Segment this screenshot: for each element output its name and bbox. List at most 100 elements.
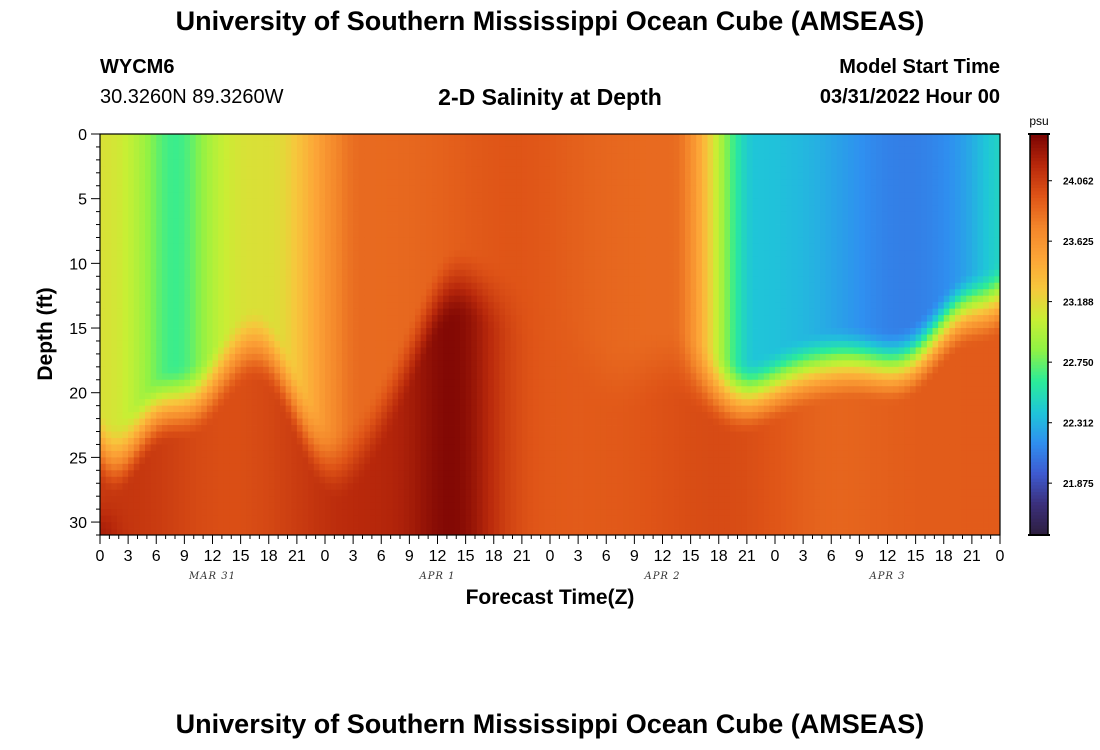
heatmap-cell	[156, 263, 163, 271]
heatmap-cell	[724, 224, 731, 232]
heatmap-cell	[797, 218, 804, 225]
heatmap-cell	[229, 231, 236, 238]
heatmap-cell	[831, 192, 838, 200]
heatmap-cell	[898, 237, 905, 245]
heatmap-cell	[572, 243, 579, 251]
heatmap-cell	[505, 153, 512, 161]
heatmap-cell	[578, 269, 585, 277]
heatmap-cell	[977, 172, 984, 180]
heatmap-cell	[206, 198, 213, 206]
heatmap-cell	[808, 321, 815, 329]
heatmap-cell	[640, 321, 647, 329]
heatmap-cell	[341, 140, 348, 148]
heatmap-cell	[426, 289, 433, 297]
heatmap-cell	[392, 153, 399, 161]
heatmap-cell	[133, 153, 140, 161]
heatmap-cell	[617, 198, 624, 206]
heatmap-cell	[780, 308, 787, 316]
heatmap-cell	[336, 166, 343, 174]
heatmap-cell	[938, 211, 945, 219]
heatmap-cell	[161, 153, 168, 161]
heatmap-cell	[167, 315, 174, 322]
heatmap-cell	[842, 166, 849, 174]
heatmap-cell	[330, 295, 337, 303]
heatmap-cell	[561, 172, 568, 180]
heatmap-cell	[640, 237, 647, 245]
heatmap-cell	[550, 224, 557, 232]
heatmap-cell	[268, 276, 275, 284]
heatmap-cell	[898, 276, 905, 284]
heatmap-cell	[482, 302, 489, 310]
heatmap-cell	[803, 140, 810, 148]
heatmap-cell	[780, 315, 787, 322]
heatmap-cell	[325, 211, 332, 219]
heatmap-cell	[364, 243, 371, 251]
heatmap-cell	[634, 134, 641, 141]
heatmap-cell	[960, 302, 967, 310]
heatmap-cell	[988, 159, 995, 167]
heatmap-cell	[516, 250, 523, 258]
heatmap-cell	[752, 218, 759, 225]
heatmap-cell	[527, 328, 534, 335]
heatmap-cell	[561, 218, 568, 225]
heatmap-cell	[634, 179, 641, 187]
heatmap-cell	[370, 159, 377, 167]
heatmap-cell	[645, 269, 652, 277]
heatmap-cell	[583, 198, 590, 206]
heatmap-cell	[257, 185, 264, 193]
heatmap-cell	[724, 237, 731, 245]
heatmap-cell	[752, 302, 759, 310]
heatmap-cell	[510, 192, 517, 200]
heatmap-cell	[645, 192, 652, 200]
heatmap-cell	[977, 134, 984, 141]
heatmap-cell	[347, 328, 354, 335]
heatmap-cell	[381, 256, 388, 264]
heatmap-cell	[769, 179, 776, 187]
heatmap-cell	[516, 237, 523, 245]
heatmap-cell	[325, 185, 332, 193]
heatmap-cell	[398, 243, 405, 251]
heatmap-cell	[235, 250, 242, 258]
heatmap-cell	[161, 250, 168, 258]
heatmap-cell	[274, 282, 281, 290]
heatmap-cell	[634, 282, 641, 290]
heatmap-cell	[240, 308, 247, 316]
heatmap-cell	[831, 218, 838, 225]
heatmap-cell	[443, 134, 450, 141]
heatmap-cell	[983, 231, 990, 238]
heatmap-cell	[488, 198, 495, 206]
heatmap-cell	[499, 146, 506, 154]
heatmap-cell	[651, 153, 658, 161]
heatmap-cell	[797, 256, 804, 264]
heatmap-cell	[803, 218, 810, 225]
heatmap-cell	[690, 140, 697, 148]
heatmap-cell	[741, 146, 748, 154]
heatmap-cell	[105, 289, 112, 297]
heatmap-cell	[550, 302, 557, 310]
heatmap-cell	[184, 218, 191, 225]
heatmap-cell	[178, 250, 185, 258]
heatmap-cell	[488, 328, 495, 335]
heatmap-cell	[628, 321, 635, 329]
heatmap-cell	[133, 302, 140, 310]
heatmap-cell	[409, 153, 416, 161]
heatmap-cell	[651, 224, 658, 232]
heatmap-cell	[988, 269, 995, 277]
heatmap-cell	[775, 179, 782, 187]
heatmap-cell	[173, 134, 180, 141]
heatmap-cell	[336, 328, 343, 335]
heatmap-cell	[870, 321, 877, 329]
heatmap-cell	[133, 140, 140, 148]
heatmap-cell	[645, 328, 652, 335]
heatmap-cell	[988, 295, 995, 303]
heatmap-cell	[628, 295, 635, 303]
heatmap-cell	[257, 282, 264, 290]
heatmap-cell	[544, 185, 551, 193]
heatmap-cell	[713, 185, 720, 193]
heatmap-cell	[285, 308, 292, 316]
heatmap-cell	[994, 328, 1001, 335]
heatmap-cell	[206, 185, 213, 193]
heatmap-cell	[381, 172, 388, 180]
heatmap-cell	[679, 321, 686, 329]
heatmap-cell	[460, 153, 467, 161]
